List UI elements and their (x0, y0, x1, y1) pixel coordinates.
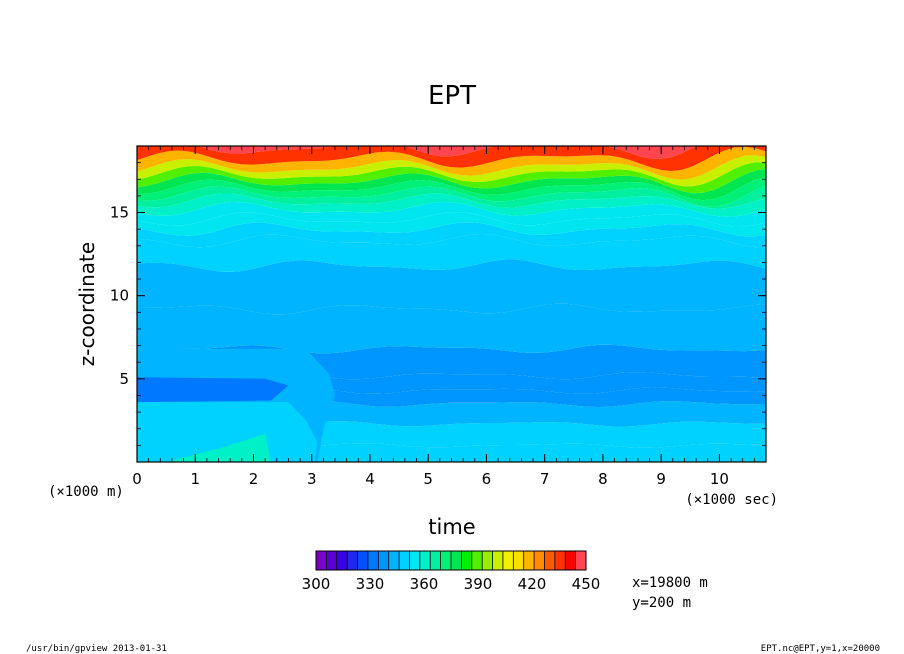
colorbar-swatch (554, 551, 566, 570)
contour-field (137, 146, 766, 462)
colorbar-tick-label: 360 (410, 575, 439, 593)
y-unit-label: (×1000 m) (48, 484, 124, 500)
x-tick-label: 0 (132, 470, 142, 488)
surface-warm-patch (166, 433, 271, 462)
colorbar-swatch (336, 551, 348, 570)
colorbar-swatch (575, 551, 587, 570)
colorbar-tick-label: 450 (572, 575, 601, 593)
colorbar-swatch (502, 551, 514, 570)
x-tick-label: 5 (423, 470, 433, 488)
colorbar-swatch (399, 551, 410, 570)
colorbar-swatch (440, 551, 452, 570)
contour-band-18 (137, 146, 766, 180)
colorbar-tick-label: 390 (464, 575, 493, 593)
footer-right: EPT.nc@EPT,y=1,x=20000 (761, 644, 880, 654)
y-tick-label: 15 (110, 204, 129, 222)
contour-band-16 (137, 162, 766, 194)
colorbar-swatch (482, 551, 493, 570)
colorbar-swatch (357, 551, 369, 570)
colorbar-swatch (367, 551, 379, 570)
low-level-minimum-core (137, 382, 266, 398)
y-tick-label: 10 (110, 287, 129, 305)
colorbar-swatch (565, 551, 577, 570)
x-tick-label: 3 (307, 470, 317, 488)
colorbar-swatch (544, 551, 556, 570)
colorbar-tick-label: 330 (356, 575, 385, 593)
x-unit-label: (×1000 sec) (685, 492, 778, 508)
colorbar-swatch (461, 551, 473, 570)
contour-band-9 (137, 222, 766, 248)
colorbar-swatch (388, 551, 400, 570)
colorbar-swatch (513, 551, 525, 570)
x-tick-label: 2 (249, 470, 259, 488)
axes: 0 1 2 3 4 5 6 7 8 9 10 5 10 15 (110, 145, 767, 488)
colorbar-frame (315, 550, 587, 571)
colorbar-swatch (471, 551, 483, 570)
colorbar-swatch (430, 551, 442, 570)
contour-band-15 (137, 168, 766, 201)
x-tick-label: 6 (482, 470, 492, 488)
colorbar-swatch (451, 551, 462, 570)
chart-title: EPT (428, 81, 476, 111)
cold-pool-core (137, 402, 318, 462)
contour-band-10 (137, 212, 766, 237)
colorbar-swatch (378, 551, 390, 570)
footer-left: /usr/bin/gpview 2013-01-31 (26, 644, 167, 654)
contour-band-12 (137, 193, 766, 217)
x-tick-label: 10 (710, 470, 729, 488)
annotation-x: x=19800 m (632, 575, 708, 591)
x-axis-label: time (428, 515, 475, 539)
colorbar-swatch (409, 551, 421, 570)
y-axis-label: z-coordinate (75, 242, 99, 366)
contour-band-17 (137, 155, 766, 187)
contour-band-14 (137, 176, 766, 207)
colorbar-swatch (492, 551, 504, 570)
contour-band-13 (137, 185, 766, 209)
colorbar-swatch (419, 551, 431, 570)
y-tick-label: 5 (119, 370, 129, 388)
x-tick-label: 7 (540, 470, 550, 488)
contour-band-20 (198, 146, 696, 159)
contour-band-6 (137, 303, 766, 354)
x-tick-label: 4 (365, 470, 375, 488)
x-tick-label: 1 (190, 470, 200, 488)
contour-band-11 (137, 202, 766, 227)
colorbar-swatch (347, 551, 358, 570)
colorbar: 300 330 360 390 420 450 (302, 550, 601, 593)
colorbar-tick-label: 300 (302, 575, 331, 593)
colorbar-swatch (326, 551, 338, 570)
colorbar-tick-label: 420 (518, 575, 547, 593)
colorbar-swatch (523, 551, 535, 570)
colorbar-swatch (534, 551, 545, 570)
annotation-y: y=200 m (632, 595, 691, 611)
contour-band-7 (137, 259, 766, 315)
x-tick-label: 9 (656, 470, 666, 488)
contour-band-8 (137, 233, 766, 272)
colorbar-swatch (316, 551, 327, 570)
contour-band-19 (137, 146, 766, 172)
x-tick-label: 8 (598, 470, 608, 488)
